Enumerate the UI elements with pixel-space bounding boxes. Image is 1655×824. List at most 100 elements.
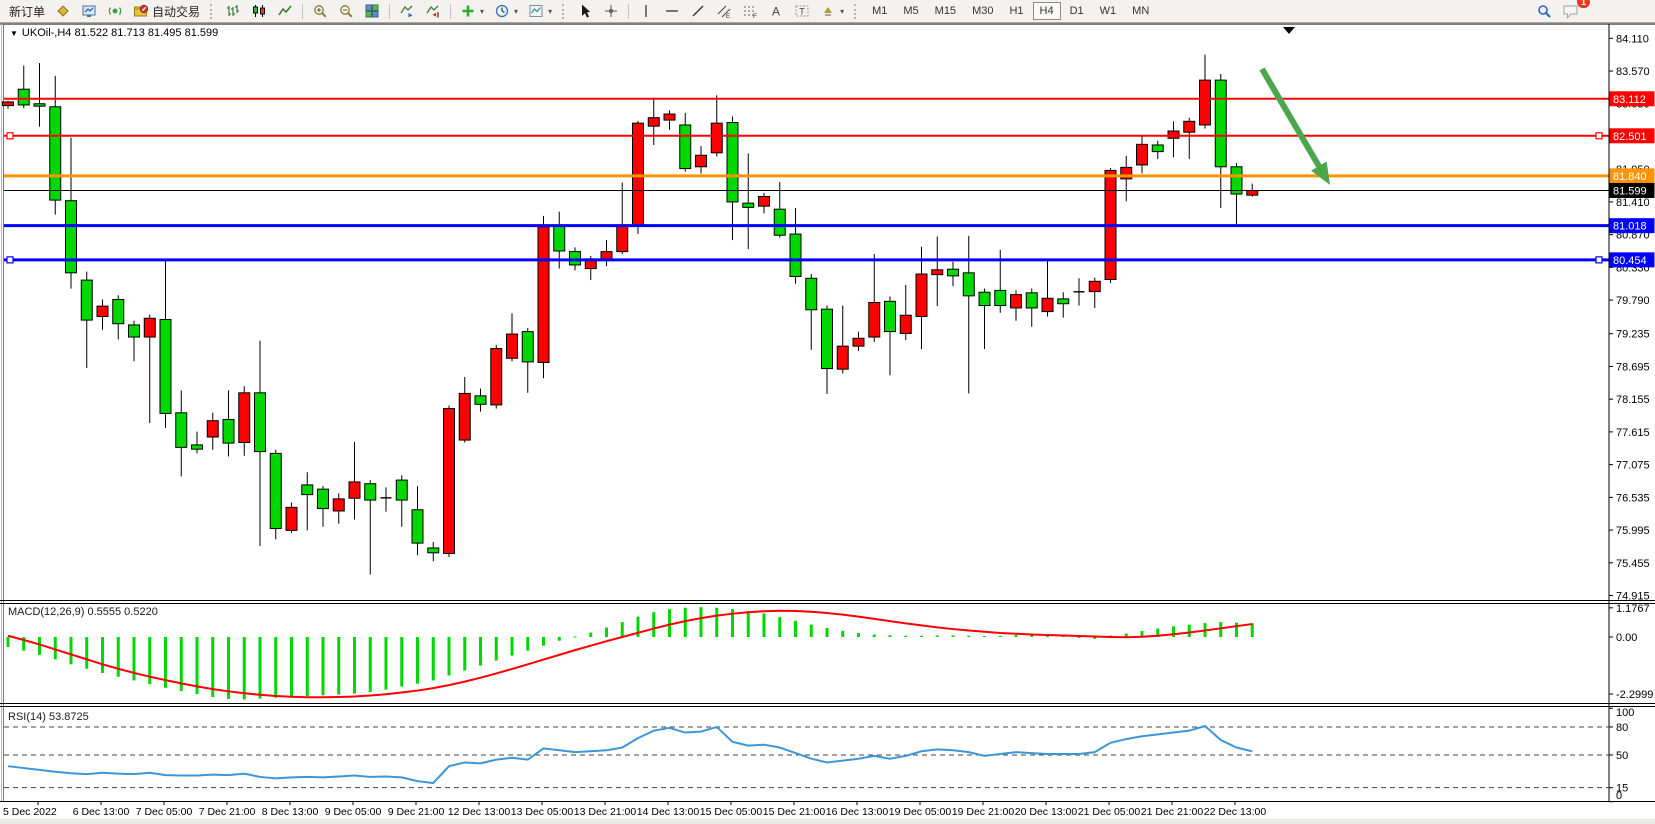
svg-text:74.915: 74.915 bbox=[1616, 591, 1650, 603]
price-badge bbox=[1609, 128, 1655, 144]
green-arrow-annotation[interactable] bbox=[1259, 67, 1324, 171]
bar-chart-button[interactable] bbox=[221, 0, 245, 22]
svg-text:8 Dec 13:00: 8 Dec 13:00 bbox=[262, 806, 319, 818]
timeframe-m1-button[interactable]: M1 bbox=[872, 5, 888, 17]
svg-text:T: T bbox=[799, 7, 805, 17]
svg-text:9 Dec 21:00: 9 Dec 21:00 bbox=[388, 806, 445, 818]
market-watch-icon[interactable] bbox=[51, 0, 75, 22]
chart-shift-marker[interactable] bbox=[1283, 27, 1295, 34]
bar-chart-icon bbox=[225, 3, 241, 19]
new-order-button[interactable]: 新订单 bbox=[5, 0, 49, 22]
svg-text:100: 100 bbox=[1616, 707, 1634, 719]
horizontal-line-icon bbox=[664, 3, 680, 19]
rsi-line bbox=[7, 724, 1253, 785]
crosshair-button[interactable] bbox=[599, 0, 623, 22]
fibonacci-button[interactable]: F bbox=[738, 0, 762, 22]
auto-trading-icon bbox=[133, 3, 149, 19]
fibonacci-icon: F bbox=[742, 3, 758, 19]
auto-trading-button[interactable]: 自动交易 bbox=[129, 0, 204, 22]
price-badge-text: 82.501 bbox=[1613, 131, 1647, 143]
chat-button[interactable]: 1 bbox=[1558, 0, 1590, 22]
toolbar-separator bbox=[302, 3, 304, 19]
cursor-icon bbox=[577, 3, 593, 19]
timeframe-w1-button[interactable]: W1 bbox=[1099, 5, 1117, 17]
line-handle[interactable] bbox=[1595, 132, 1603, 140]
timeframe-mn-button[interactable]: MN bbox=[1132, 5, 1150, 17]
timeframe-h4-button[interactable]: H4 bbox=[1032, 2, 1061, 20]
svg-text:F: F bbox=[753, 13, 757, 19]
svg-text:13 Dec 21:00: 13 Dec 21:00 bbox=[574, 806, 637, 818]
periods-button[interactable]: ▾ bbox=[490, 0, 522, 22]
text-button[interactable]: A bbox=[764, 0, 788, 22]
chevron-down-icon: ▾ bbox=[840, 6, 845, 16]
timeframe-h1-button[interactable]: H1 bbox=[1009, 5, 1024, 17]
indicators-button[interactable]: ▾ bbox=[456, 0, 488, 22]
annotations[interactable] bbox=[1259, 27, 1330, 185]
notification-badge: 1 bbox=[1576, 0, 1590, 8]
zoom-in-button[interactable] bbox=[308, 0, 332, 22]
svg-text:15: 15 bbox=[1616, 783, 1628, 795]
templates-button[interactable]: ▾ bbox=[524, 0, 556, 22]
macd-panel: 1.1767 0.00 -2.2999 bbox=[6, 603, 1653, 701]
cursor-button[interactable] bbox=[573, 0, 597, 22]
svg-text:21 Dec 21:00: 21 Dec 21:00 bbox=[1141, 806, 1204, 818]
svg-text:9 Dec 05:00: 9 Dec 05:00 bbox=[325, 806, 382, 818]
timeframe-d1-button[interactable]: D1 bbox=[1069, 5, 1084, 17]
rsi-panel: 100 80 50 150 bbox=[4, 707, 1634, 803]
arrows-button[interactable]: ▾ bbox=[816, 0, 848, 22]
data-window-icon bbox=[81, 3, 97, 19]
svg-text:78.155: 78.155 bbox=[1616, 394, 1650, 406]
zoom-in-icon bbox=[312, 3, 328, 19]
auto-scroll-icon bbox=[399, 3, 415, 19]
zoom-out-button[interactable] bbox=[334, 0, 358, 22]
search-button[interactable] bbox=[1532, 0, 1556, 22]
line-handle[interactable] bbox=[6, 256, 14, 264]
svg-text:78.695: 78.695 bbox=[1616, 361, 1650, 373]
collapse-icon[interactable]: ▼ bbox=[10, 29, 18, 38]
toolbar-separator bbox=[389, 3, 391, 19]
price-badge bbox=[1609, 182, 1655, 198]
macd-indicator-label: MACD(12,26,9) 0.5555 0.5220 bbox=[8, 606, 158, 618]
trendline-button[interactable] bbox=[686, 0, 710, 22]
svg-text:13 Dec 05:00: 13 Dec 05:00 bbox=[511, 806, 574, 818]
line-handle[interactable] bbox=[6, 132, 14, 140]
vertical-line-button[interactable] bbox=[634, 0, 658, 22]
tile-windows-button[interactable] bbox=[360, 0, 384, 22]
equidistant-channel-button[interactable]: E bbox=[712, 0, 736, 22]
candlestick-chart-button[interactable] bbox=[247, 0, 271, 22]
toolbar-right-group: 1 bbox=[1531, 0, 1590, 22]
timeframe-m5-button[interactable]: M5 bbox=[903, 5, 919, 17]
line-chart-icon bbox=[277, 3, 293, 19]
svg-text:12 Dec 13:00: 12 Dec 13:00 bbox=[448, 806, 511, 818]
green-arrow-head bbox=[1311, 161, 1330, 185]
horizontal-lines[interactable] bbox=[4, 97, 1609, 264]
signals-icon[interactable] bbox=[103, 0, 127, 22]
price-badge-text: 83.112 bbox=[1613, 94, 1646, 106]
data-window-icon[interactable] bbox=[77, 0, 101, 22]
chart-shift-button[interactable] bbox=[421, 0, 445, 22]
auto-scroll-button[interactable] bbox=[395, 0, 419, 22]
label-button[interactable]: T bbox=[790, 0, 814, 22]
price-badge-text: 81.840 bbox=[1613, 171, 1647, 183]
chevron-down-icon: ▾ bbox=[548, 6, 553, 16]
toolbar-grip bbox=[854, 3, 859, 19]
macd-signal-line bbox=[7, 609, 1253, 699]
svg-text:75.455: 75.455 bbox=[1616, 558, 1650, 570]
svg-text:84.110: 84.110 bbox=[1616, 33, 1649, 45]
timeframe-m30-button[interactable]: M30 bbox=[972, 5, 994, 17]
text-icon: A bbox=[768, 3, 784, 19]
line-handle[interactable] bbox=[1595, 256, 1603, 264]
new-order-button-label: 新订单 bbox=[9, 4, 46, 19]
timeframe-m15-button[interactable]: M15 bbox=[934, 5, 957, 17]
svg-text:A: A bbox=[772, 5, 780, 19]
chart-shift-icon bbox=[425, 3, 441, 19]
chart-title: ▼ UKOil-,H4 81.522 81.713 81.495 81.599 bbox=[10, 27, 218, 39]
svg-text:0.00: 0.00 bbox=[1616, 632, 1637, 644]
svg-text:-2.2999: -2.2999 bbox=[1616, 689, 1653, 701]
line-chart-button[interactable] bbox=[273, 0, 297, 22]
svg-text:15 Dec 21:00: 15 Dec 21:00 bbox=[763, 806, 826, 818]
indicators-icon bbox=[460, 3, 476, 19]
horizontal-line-button[interactable] bbox=[660, 0, 684, 22]
